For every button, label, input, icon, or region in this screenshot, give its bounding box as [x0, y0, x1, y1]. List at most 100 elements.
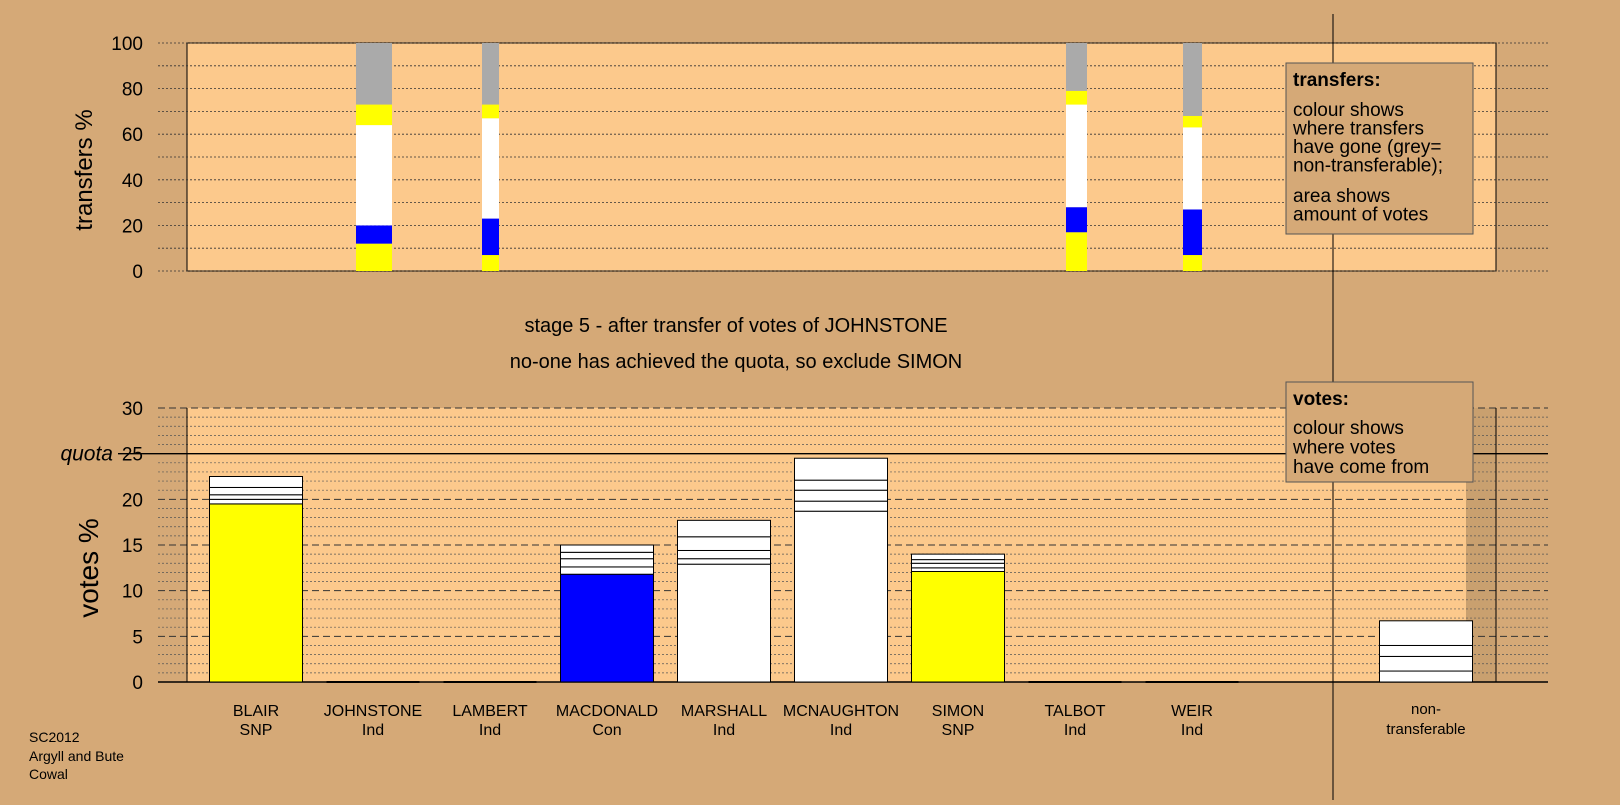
vote-segment-macdonald [560, 551, 654, 560]
transfer-segment-talbot [1066, 207, 1087, 233]
transfers-legend-line: area shows [1293, 186, 1390, 207]
votes-y-tick-label: 5 [132, 627, 143, 648]
candidate-name-label: MACDONALD [556, 703, 658, 720]
transfer-segment-weir [1183, 255, 1202, 271]
vote-segment-blair [209, 476, 303, 488]
transfers-plot-area [186, 42, 1497, 272]
votes-legend-line: have come from [1293, 457, 1429, 478]
votes-y-tick-label: 10 [122, 582, 143, 603]
vote-segment-marshall [677, 558, 771, 565]
candidate-party-label: Ind [479, 722, 501, 739]
votes-y-tick-label: 0 [132, 673, 143, 694]
vote-segment-macdonald [560, 573, 654, 683]
candidate-name-label: BLAIR [233, 703, 279, 720]
candidate-party-label: Ind [362, 722, 384, 739]
vote-segment-macdonald [560, 566, 654, 575]
stage-decision: no-one has achieved the quota, so exclud… [510, 351, 963, 373]
transfer-segment-lambert [482, 218, 499, 256]
candidate-party-label: Con [592, 722, 621, 739]
footer-line-2: Argyll and Bute [29, 748, 124, 764]
transfer-segment-talbot [1066, 104, 1087, 208]
vote-segment-simon [911, 553, 1005, 561]
transfers-legend-line: have gone (grey= [1293, 137, 1441, 158]
votes-legend-title: votes: [1293, 389, 1349, 410]
transfers-y-tick-label: 60 [122, 125, 143, 146]
candidate-name-label: JOHNSTONE [324, 703, 422, 720]
vote-segment-mcnaughton [794, 500, 888, 512]
vote-segment-blair [209, 498, 303, 505]
vote-segment-macdonald [560, 544, 654, 553]
votes-y-axis-label: votes % [73, 518, 104, 618]
candidate-name-label: WEIR [1171, 703, 1213, 720]
quota-label: quota [60, 443, 113, 466]
transfers-y-tick-label: 100 [111, 34, 143, 55]
candidate-name-label: MCNAUGHTON [783, 703, 899, 720]
transfers-legend-line: colour shows [1293, 100, 1404, 121]
vote-segment-blair [209, 486, 303, 496]
vote-segment-marshall [677, 549, 771, 560]
transfers-legend-title: transfers: [1293, 70, 1381, 91]
transfer-segment-talbot [1066, 43, 1087, 91]
candidate-name-label: SIMON [932, 703, 984, 720]
nontransferable-segment [1379, 670, 1473, 683]
transfer-segment-weir [1183, 115, 1202, 128]
vote-segment-blair [209, 494, 303, 500]
stage-heading: stage 5 - after transfer of votes of JOH… [524, 315, 947, 337]
vote-segment-mcnaughton [794, 510, 888, 683]
transfers-legend-box [1285, 62, 1474, 235]
transfers-y-tick-label: 0 [132, 262, 143, 283]
candidate-name-label: TALBOT [1044, 703, 1105, 720]
nontransferable-segment [1379, 644, 1473, 657]
transfers-legend-line: non-transferable); [1293, 156, 1443, 177]
vote-segment-blair [209, 503, 303, 683]
candidate-party-label: Ind [1064, 722, 1086, 739]
vote-segment-simon [911, 570, 1005, 683]
transfers-y-tick-label: 40 [122, 171, 143, 192]
vote-segment-marshall [677, 563, 771, 683]
nontransferable-label-line2: transferable [1386, 721, 1465, 738]
transfers-y-axis-label: transfers % [71, 109, 98, 230]
footer-line-1: SC2012 [29, 729, 80, 745]
transfer-segment-johnstone [356, 104, 392, 126]
transfer-segment-johnstone [356, 125, 392, 226]
transfer-segment-lambert [482, 118, 499, 219]
vote-segment-marshall [677, 519, 771, 538]
candidate-name-label: LAMBERT [452, 703, 528, 720]
vote-segment-simon [911, 567, 1005, 572]
vote-segment-marshall [677, 536, 771, 551]
transfers-legend-line: amount of votes [1293, 205, 1428, 226]
candidate-party-label: Ind [1181, 722, 1203, 739]
nontransferable-label-line1: non- [1411, 701, 1441, 718]
transfer-segment-weir [1183, 127, 1202, 210]
transfer-segment-johnstone [356, 243, 392, 271]
vote-segment-mcnaughton [794, 479, 888, 491]
candidate-party-label: Ind [830, 722, 852, 739]
nontransferable-segment [1379, 655, 1473, 672]
votes-y-tick-label: 30 [122, 399, 143, 420]
vote-segment-simon [911, 559, 1005, 564]
votes-y-tick-label: 15 [122, 536, 143, 557]
transfers-legend-line: where transfers [1292, 119, 1424, 140]
transfer-segment-talbot [1066, 90, 1087, 105]
transfers-y-tick-label: 20 [122, 216, 143, 237]
votes-legend-box [1285, 381, 1474, 483]
vote-segment-mcnaughton [794, 489, 888, 502]
vote-segment-simon [911, 562, 1005, 569]
transfer-segment-weir [1183, 43, 1202, 116]
votes-y-tick-label: 25 [122, 445, 143, 466]
footer-line-3: Cowal [29, 766, 68, 782]
transfer-segment-lambert [482, 104, 499, 119]
votes-legend-line: where votes [1292, 438, 1395, 459]
transfer-segment-johnstone [356, 43, 392, 105]
transfer-segment-lambert [482, 255, 499, 271]
transfer-segment-weir [1183, 209, 1202, 256]
votes-y-tick-label: 20 [122, 490, 143, 511]
vote-segment-macdonald [560, 558, 654, 568]
nontransferable-segment [1379, 620, 1473, 646]
votes-legend-line: colour shows [1293, 418, 1404, 439]
candidate-name-label: MARSHALL [681, 703, 767, 720]
transfer-segment-talbot [1066, 232, 1087, 271]
vote-segment-mcnaughton [794, 457, 888, 481]
